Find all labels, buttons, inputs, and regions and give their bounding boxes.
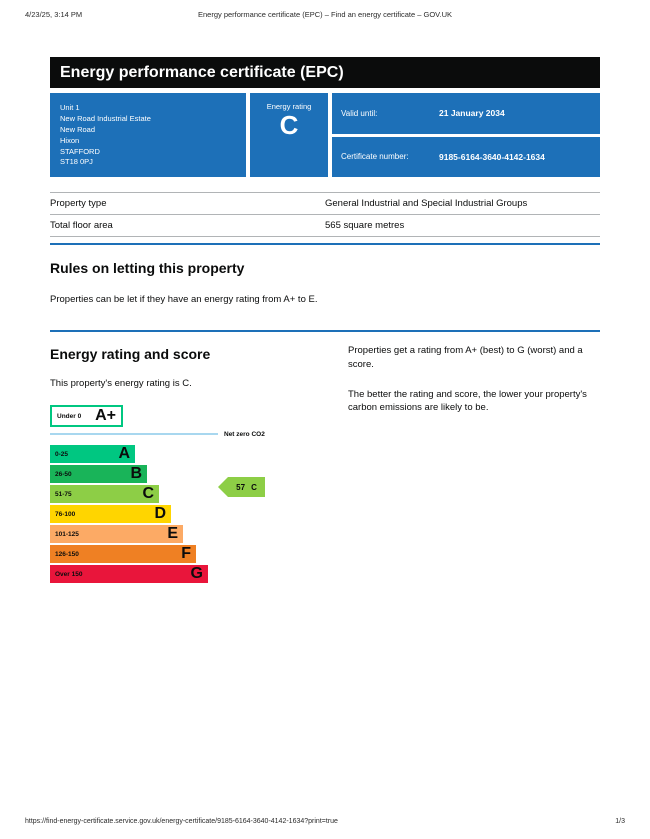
section-divider bbox=[50, 243, 600, 245]
band-a: 0-25 A bbox=[50, 445, 135, 464]
band-letter: G bbox=[190, 565, 203, 583]
print-page-number: 1/3 bbox=[615, 818, 625, 825]
print-page-title: Energy performance certificate (EPC) – F… bbox=[197, 10, 452, 19]
band-range: 51-75 bbox=[55, 490, 72, 498]
rating-aside-paragraph: The better the rating and score, the low… bbox=[348, 388, 587, 414]
address-line: New Road Industrial Estate bbox=[60, 113, 151, 123]
section-divider bbox=[50, 330, 600, 333]
certificate-banner: Energy performance certificate (EPC) bbox=[50, 57, 600, 88]
address-line: STAFFORD bbox=[60, 146, 100, 156]
score-marker-shape bbox=[218, 477, 265, 498]
score-marker: 57 C bbox=[218, 477, 265, 498]
browser-print-footer: https://find-energy-certificate.service.… bbox=[25, 818, 625, 825]
property-details-table: Property type General Industrial and Spe… bbox=[50, 192, 600, 237]
energy-rating-value: C bbox=[279, 110, 299, 140]
rating-aside-paragraph: Properties get a rating from A+ (best) t… bbox=[348, 345, 583, 370]
rating-section: Energy rating and score This property's … bbox=[50, 344, 600, 585]
address-line: Unit 1 bbox=[60, 103, 80, 112]
rules-heading: Rules on letting this property bbox=[50, 260, 245, 276]
valid-until-label: Valid until: bbox=[341, 108, 378, 118]
energy-rating-box: Energy rating C bbox=[250, 93, 328, 177]
band-range: Over 150 bbox=[55, 570, 83, 578]
browser-print-header: 4/23/25, 3:14 PM Energy performance cert… bbox=[25, 10, 625, 22]
net-zero-row: Net zero CO2 bbox=[50, 429, 330, 439]
score-rating: C bbox=[251, 482, 257, 492]
property-type-value: General Industrial and Special Industria… bbox=[325, 198, 528, 209]
band-letter: A bbox=[118, 445, 130, 463]
rating-heading: Energy rating and score bbox=[50, 346, 211, 363]
band-letter: E bbox=[167, 525, 178, 543]
property-type-label: Property type bbox=[50, 198, 107, 209]
band-f: 126-150 F bbox=[50, 545, 196, 564]
floor-area-label: Total floor area bbox=[50, 220, 113, 231]
table-row: Total floor area 565 square metres bbox=[50, 215, 600, 237]
band-letter: D bbox=[154, 505, 166, 523]
band-letter: A+ bbox=[95, 407, 116, 425]
certificate-number-value: 9185-6164-3640-4142-1634 bbox=[439, 151, 545, 162]
print-datetime: 4/23/25, 3:14 PM bbox=[25, 10, 83, 19]
valid-until-box: Valid until: 21 January 2034 bbox=[332, 93, 600, 134]
rating-left-column: Energy rating and score This property's … bbox=[50, 344, 340, 585]
rules-body: Properties can be let if they have an en… bbox=[50, 294, 318, 305]
address-line: New Road bbox=[60, 124, 96, 134]
table-row: Property type General Industrial and Spe… bbox=[50, 192, 600, 215]
valid-until-value: 21 January 2034 bbox=[439, 108, 505, 119]
rating-intro: This property's energy rating is C. bbox=[50, 378, 192, 390]
band-letter: C bbox=[142, 485, 154, 503]
band-a-plus: Under 0 A+ bbox=[50, 405, 123, 428]
energy-rating-label: Energy rating bbox=[266, 102, 312, 111]
band-range: 26-50 bbox=[55, 470, 72, 478]
certificate-summary: Unit 1 New Road Industrial Estate New Ro… bbox=[50, 93, 600, 177]
certificate-number-label: Certificate number: bbox=[341, 152, 409, 162]
net-zero-label: Net zero CO2 bbox=[224, 430, 265, 438]
score-value: 57 bbox=[236, 482, 246, 492]
certificate-number-box: Certificate number: 9185-6164-3640-4142-… bbox=[332, 136, 600, 177]
band-letter: F bbox=[181, 545, 191, 563]
band-range: 76-100 bbox=[55, 510, 76, 518]
banner-title: Energy performance certificate (EPC) bbox=[60, 63, 344, 81]
band-range: 101-125 bbox=[55, 530, 79, 538]
score-marker-text: 57 C bbox=[228, 477, 265, 497]
rating-right-column: Properties get a rating from A+ (best) t… bbox=[348, 344, 600, 585]
certificate-page: Energy performance certificate (EPC) Uni… bbox=[50, 57, 600, 585]
print-url: https://find-energy-certificate.service.… bbox=[25, 818, 338, 825]
band-range: 0-25 bbox=[55, 450, 69, 458]
band-b: 26-50 B bbox=[50, 465, 147, 484]
band-range: 126-150 bbox=[55, 550, 79, 558]
band-range: Under 0 bbox=[57, 412, 82, 420]
floor-area-value: 565 square metres bbox=[325, 220, 405, 231]
band-g: Over 150 G bbox=[50, 565, 208, 584]
band-e: 101-125 E bbox=[50, 525, 183, 544]
property-address: Unit 1 New Road Industrial Estate New Ro… bbox=[50, 93, 246, 177]
address-line: Hixon bbox=[60, 135, 80, 145]
band-letter: B bbox=[130, 465, 142, 483]
band-d: 76-100 D bbox=[50, 505, 171, 524]
net-zero-line bbox=[50, 433, 218, 436]
epc-band-chart: Under 0 A+ Net zero CO2 0-25 A 26-50 B 5… bbox=[50, 405, 330, 584]
address-line: ST18 0PJ bbox=[60, 157, 93, 167]
band-c: 51-75 C bbox=[50, 485, 159, 504]
validity-column: Valid until: 21 January 2034 Certificate… bbox=[332, 93, 600, 177]
